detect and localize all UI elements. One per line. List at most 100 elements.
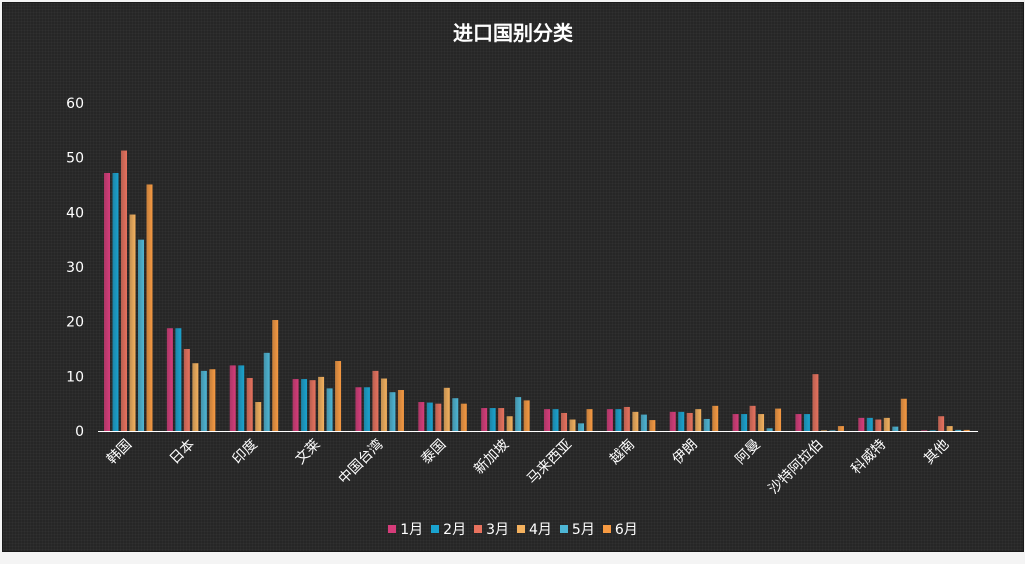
bar-1月-中国台湾[interactable] xyxy=(355,387,362,431)
bar-2月-其他[interactable] xyxy=(929,430,936,431)
bar-2月-新加坡[interactable] xyxy=(489,408,496,431)
bar-3月-马来西亚[interactable] xyxy=(561,412,567,431)
bar-4月-韩国[interactable] xyxy=(129,214,136,431)
bar-3月-中国台湾[interactable] xyxy=(372,370,379,431)
bar-2月-越南[interactable] xyxy=(615,409,622,431)
bar-2月-伊朗[interactable] xyxy=(678,411,685,431)
bar-4月-文莱[interactable] xyxy=(318,376,325,431)
legend-label: 3月 xyxy=(486,522,509,538)
bar-3月-阿曼[interactable] xyxy=(749,405,756,431)
x-category-label: 沙特阿拉伯 xyxy=(766,437,827,498)
bar-5月-科威特[interactable] xyxy=(892,426,899,431)
legend-label: 1月 xyxy=(400,522,424,538)
bar-4月-马来西亚[interactable] xyxy=(569,419,576,431)
bar-1月-阿曼[interactable] xyxy=(732,414,739,431)
bar-3月-科威特[interactable] xyxy=(875,419,882,431)
bar-2月-科威特[interactable] xyxy=(866,417,873,431)
bar-6月-印度[interactable] xyxy=(272,320,279,431)
bar-2月-马来西亚[interactable] xyxy=(552,409,559,431)
bar-3月-韩国[interactable] xyxy=(121,150,127,431)
bar-4月-日本[interactable] xyxy=(192,363,199,431)
bar-5月-新加坡[interactable] xyxy=(515,397,522,431)
y-tick-label: 60 xyxy=(66,96,84,112)
bar-1月-科威特[interactable] xyxy=(858,417,865,431)
bar-2月-沙特阿拉伯[interactable] xyxy=(803,414,810,431)
bar-6月-韩国[interactable] xyxy=(146,184,153,431)
bar-5月-其他[interactable] xyxy=(955,429,962,431)
bar-4月-伊朗[interactable] xyxy=(695,409,702,431)
bar-5月-泰国[interactable] xyxy=(452,398,459,431)
bar-1月-其他[interactable] xyxy=(921,430,928,431)
bar-4月-新加坡[interactable] xyxy=(506,416,513,431)
bar-4月-中国台湾[interactable] xyxy=(380,378,387,431)
bar-1月-新加坡[interactable] xyxy=(481,408,488,431)
bar-4月-科威特[interactable] xyxy=(883,417,890,431)
legend-label: 2月 xyxy=(443,522,467,538)
legend-item-3月[interactable]: 3月 xyxy=(474,519,509,539)
bar-3月-文莱[interactable] xyxy=(309,380,316,431)
y-tick-label: 50 xyxy=(66,151,84,167)
bar-5月-阿曼[interactable] xyxy=(766,428,773,431)
bar-5月-韩国[interactable] xyxy=(138,239,144,431)
bar-2月-印度[interactable] xyxy=(238,365,245,431)
legend-item-6月[interactable]: 6月 xyxy=(602,519,638,539)
bar-2月-文莱[interactable] xyxy=(301,379,308,431)
bar-4月-其他[interactable] xyxy=(946,426,953,431)
bar-1月-马来西亚[interactable] xyxy=(544,409,550,431)
bar-1月-文莱[interactable] xyxy=(292,379,299,431)
bar-6月-阿曼[interactable] xyxy=(775,408,782,431)
bar-1月-日本[interactable] xyxy=(166,328,173,431)
bar-1月-韩国[interactable] xyxy=(104,172,110,431)
bar-2月-韩国[interactable] xyxy=(112,172,119,431)
bar-5月-伊朗[interactable] xyxy=(703,418,710,431)
bar-2月-日本[interactable] xyxy=(175,328,182,431)
bar-2月-中国台湾[interactable] xyxy=(363,387,370,431)
bar-3月-越南[interactable] xyxy=(623,406,630,431)
bar-5月-沙特阿拉伯[interactable] xyxy=(829,430,836,431)
bar-4月-泰国[interactable] xyxy=(443,387,450,431)
bar-4月-沙特阿拉伯[interactable] xyxy=(820,430,827,431)
bar-5月-越南[interactable] xyxy=(640,414,647,431)
bar-6月-马来西亚[interactable] xyxy=(586,409,593,431)
bar-1月-伊朗[interactable] xyxy=(669,411,676,431)
bar-3月-沙特阿拉伯[interactable] xyxy=(812,374,819,431)
bar-3月-新加坡[interactable] xyxy=(498,408,505,431)
bar-3月-泰国[interactable] xyxy=(435,403,442,431)
bar-5月-日本[interactable] xyxy=(200,370,207,431)
bar-4月-阿曼[interactable] xyxy=(758,414,765,431)
bar-6月-其他[interactable] xyxy=(963,429,970,431)
y-tick-label: 40 xyxy=(66,205,84,221)
bar-5月-中国台湾[interactable] xyxy=(389,392,396,431)
legend-item-2月[interactable]: 2月 xyxy=(431,519,466,539)
bar-3月-印度[interactable] xyxy=(246,377,253,431)
bar-5月-印度[interactable] xyxy=(263,352,270,431)
bar-6月-日本[interactable] xyxy=(209,369,216,431)
bar-6月-中国台湾[interactable] xyxy=(397,390,404,431)
bar-3月-伊朗[interactable] xyxy=(686,412,693,431)
x-category-label: 泰国 xyxy=(418,437,449,468)
legend-item-1月[interactable]: 1月 xyxy=(388,519,423,539)
bar-6月-文莱[interactable] xyxy=(335,361,342,431)
bar-3月-其他[interactable] xyxy=(938,416,945,431)
bar-1月-沙特阿拉伯[interactable] xyxy=(795,414,802,431)
bar-2月-阿曼[interactable] xyxy=(741,414,748,431)
legend-item-4月[interactable]: 4月 xyxy=(517,519,552,539)
bar-6月-伊朗[interactable] xyxy=(712,405,719,431)
bar-1月-泰国[interactable] xyxy=(418,402,425,431)
x-category-label: 马来西亚 xyxy=(524,437,575,488)
bar-6月-沙特阿拉伯[interactable] xyxy=(837,426,844,431)
bar-5月-文莱[interactable] xyxy=(326,388,333,431)
bar-1月-印度[interactable] xyxy=(229,365,236,431)
bar-6月-泰国[interactable] xyxy=(460,403,467,431)
legend-item-5月[interactable]: 5月 xyxy=(559,519,595,539)
bar-4月-印度[interactable] xyxy=(255,402,262,431)
bar-1月-越南[interactable] xyxy=(606,409,613,431)
bar-6月-越南[interactable] xyxy=(649,420,656,431)
bar-2月-泰国[interactable] xyxy=(426,402,433,431)
bar-6月-科威特[interactable] xyxy=(900,398,907,431)
legend-swatch xyxy=(517,525,525,533)
bar-4月-越南[interactable] xyxy=(632,411,639,431)
bar-5月-马来西亚[interactable] xyxy=(578,423,584,431)
bar-6月-新加坡[interactable] xyxy=(523,400,530,431)
bar-3月-日本[interactable] xyxy=(183,349,190,431)
